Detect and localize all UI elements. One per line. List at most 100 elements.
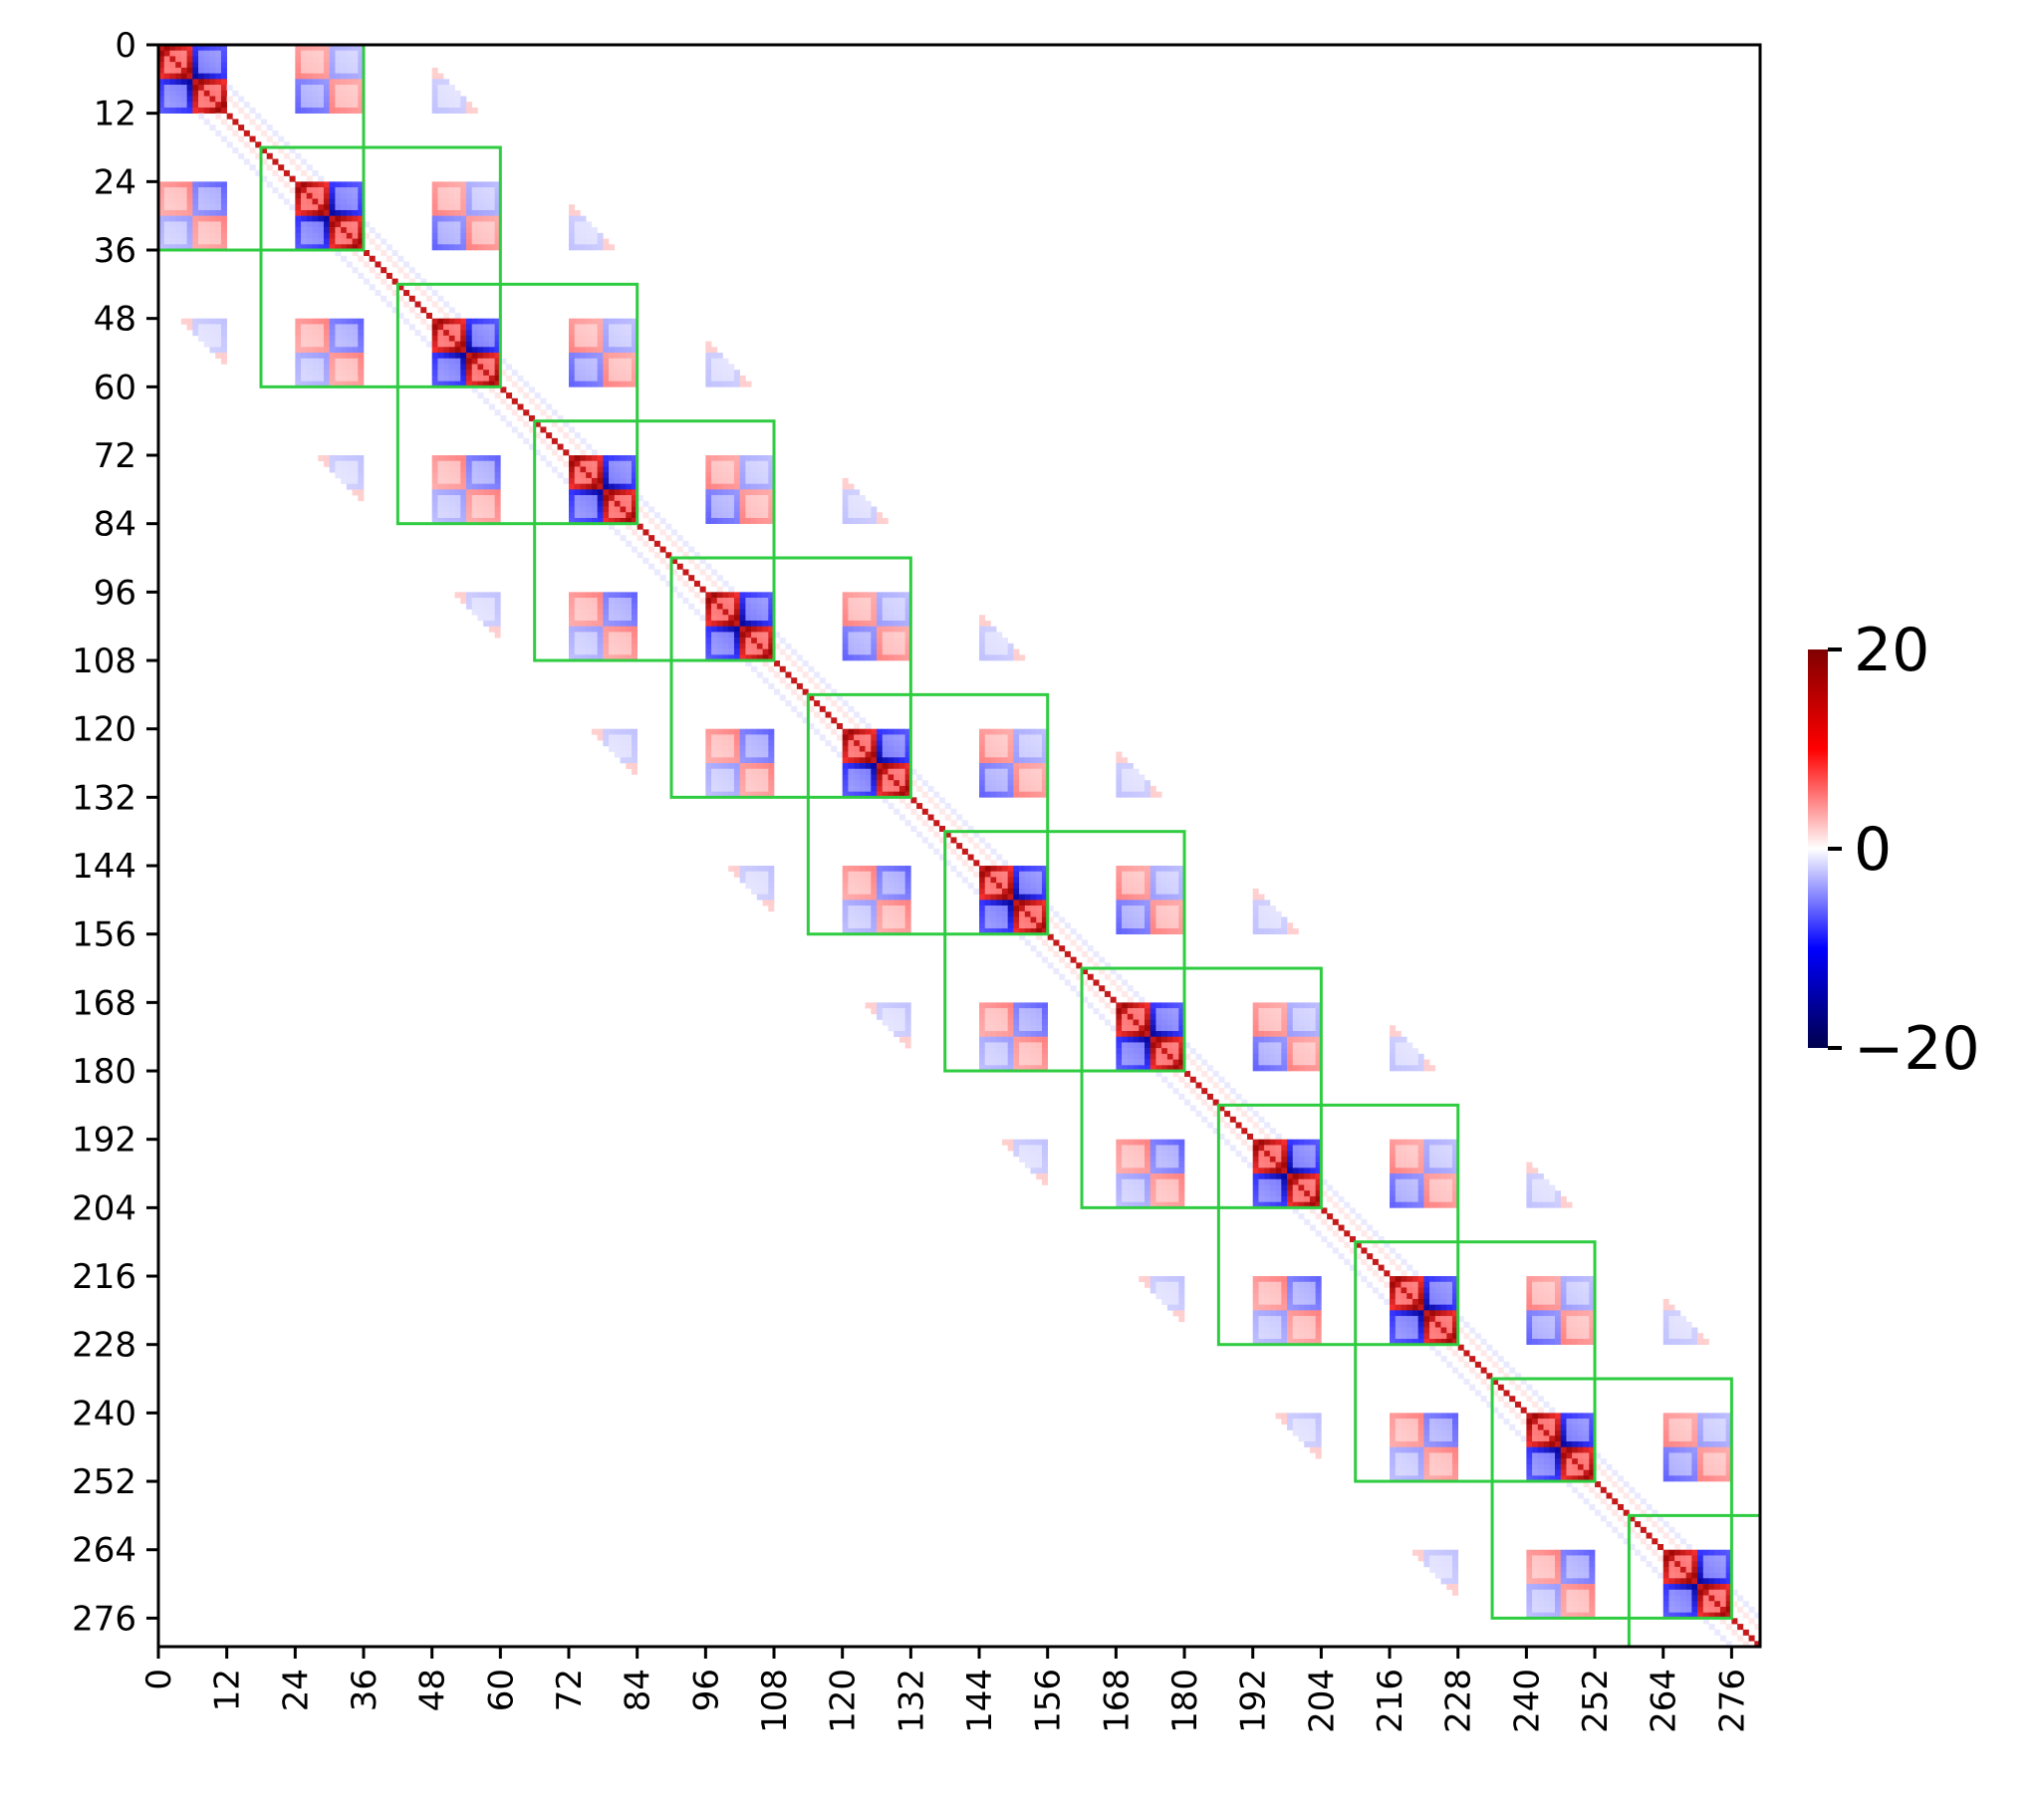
heatmap-cell [637, 535, 643, 542]
heatmap-cell [711, 609, 718, 616]
heatmap-cell [1041, 1139, 1048, 1146]
heatmap-cell [904, 745, 911, 752]
heatmap-cell [882, 894, 889, 901]
heatmap-cell [626, 763, 633, 770]
heatmap-cell [352, 375, 359, 382]
heatmap-cell [802, 660, 809, 667]
heatmap-cell [306, 204, 313, 211]
heatmap-cell [295, 204, 302, 211]
heatmap-cell [1150, 1053, 1156, 1060]
heatmap-cells [158, 45, 1761, 1648]
heatmap-cell [1099, 985, 1106, 992]
heatmap-cell [1390, 1030, 1397, 1037]
heatmap-cell [711, 472, 718, 479]
heatmap-cell [1184, 1042, 1191, 1049]
heatmap-cell [358, 335, 365, 342]
heatmap-cell [1287, 1167, 1294, 1174]
heatmap-cell [448, 85, 455, 92]
heatmap-cell [631, 592, 638, 599]
heatmap-cell [203, 102, 210, 109]
heatmap-cell [483, 244, 490, 251]
heatmap-cell [569, 426, 576, 433]
heatmap-cell [301, 169, 308, 176]
heatmap-cell [1554, 1201, 1562, 1208]
heatmap-cell [1013, 1053, 1020, 1060]
heatmap-cell [705, 734, 712, 741]
heatmap-cell [494, 460, 501, 467]
heatmap-cell [620, 535, 627, 542]
heatmap-cell [1053, 910, 1060, 917]
heatmap-cell [1116, 866, 1123, 873]
heatmap-cell [381, 278, 387, 285]
heatmap-cell [586, 375, 593, 382]
heatmap-cell [466, 358, 473, 365]
heatmap-cell [494, 598, 501, 605]
heatmap-cell [1161, 1167, 1168, 1174]
heatmap-cell [1030, 1151, 1037, 1158]
heatmap-cell [569, 341, 576, 348]
heatmap-cell [306, 330, 313, 337]
heatmap-cell [220, 198, 227, 205]
heatmap-cell [768, 871, 775, 878]
heatmap-cell [186, 90, 193, 97]
heatmap-cell [1298, 1019, 1305, 1026]
heatmap-cell [882, 638, 889, 645]
heatmap-cell [871, 785, 878, 792]
heatmap-cell [898, 626, 905, 633]
heatmap-cell [397, 312, 404, 319]
heatmap-cell [1133, 1167, 1140, 1174]
heatmap-cell [169, 73, 176, 80]
heatmap-cell [586, 318, 593, 325]
heatmap-cell [859, 757, 866, 764]
heatmap-cell [603, 347, 610, 354]
heatmap-cell [163, 221, 170, 228]
heatmap-cell [1395, 1065, 1402, 1072]
heatmap-cell [1451, 1156, 1459, 1163]
heatmap-cell [842, 626, 849, 633]
heatmap-cell [1019, 906, 1026, 912]
heatmap-cell [1001, 877, 1008, 884]
heatmap-cell [665, 523, 672, 530]
heatmap-cell [1229, 1088, 1236, 1095]
heatmap-cell [431, 335, 438, 342]
heatmap-cell [454, 215, 461, 222]
heatmap-cell [471, 381, 478, 388]
heatmap-cell [779, 694, 786, 701]
heatmap-cell [859, 500, 866, 507]
heatmap-cell [1166, 1030, 1173, 1037]
heatmap-cell [1116, 1190, 1123, 1197]
heatmap-cell [1013, 927, 1020, 934]
heatmap-cell [358, 324, 365, 331]
heatmap-cell [580, 232, 587, 239]
heatmap-cell [842, 910, 849, 917]
heatmap-cell [739, 603, 746, 610]
heatmap-cell [1001, 894, 1008, 901]
heatmap-cell [1361, 1218, 1368, 1225]
heatmap-cell [751, 768, 758, 775]
heatmap-cell [842, 877, 849, 884]
heatmap-cell [180, 192, 187, 199]
heatmap-cell [859, 717, 866, 724]
heatmap-cell [711, 375, 718, 382]
heatmap-cell [1235, 1151, 1242, 1158]
heatmap-cell [431, 517, 438, 524]
heatmap-cell [1155, 900, 1162, 906]
heatmap-cell [1082, 968, 1089, 975]
heatmap-cell [574, 654, 581, 661]
heatmap-cell [1417, 1201, 1424, 1208]
heatmap-cell [1292, 1178, 1299, 1185]
heatmap-cell [1269, 1156, 1276, 1163]
heatmap-cell [1275, 1042, 1282, 1049]
heatmap-cell [631, 643, 638, 649]
heatmap-cell [848, 757, 855, 764]
heatmap-cell [1434, 1173, 1441, 1180]
heatmap-cell [642, 529, 649, 536]
heatmap-cell [483, 347, 490, 354]
heatmap-cell [1024, 774, 1031, 781]
heatmap-cell [312, 232, 319, 239]
heatmap-cell [335, 358, 342, 365]
heatmap-cell [620, 455, 627, 462]
heatmap-cell [466, 517, 473, 524]
heatmap-cell [192, 318, 199, 325]
heatmap-cell [180, 107, 187, 114]
